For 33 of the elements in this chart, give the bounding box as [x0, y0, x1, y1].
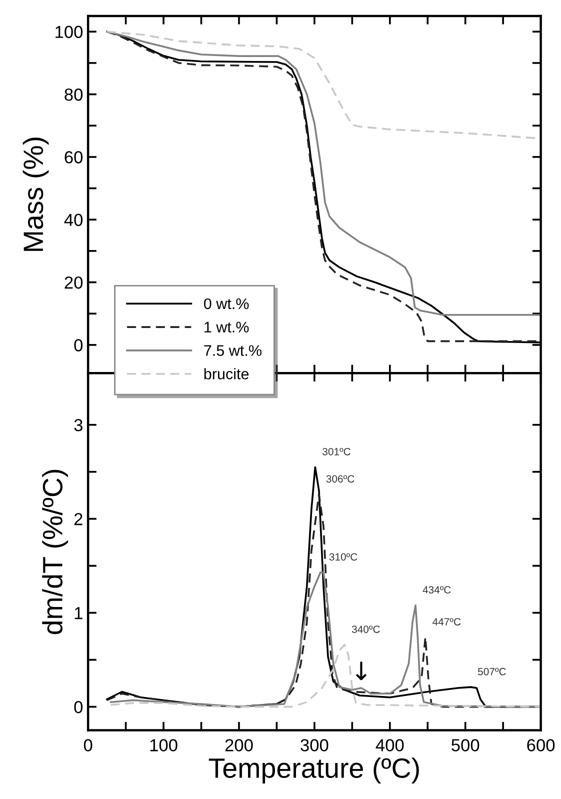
annotation: 507ºC — [478, 668, 506, 676]
x-tick-label: 600 — [527, 739, 555, 752]
x-tick-label: 200 — [225, 739, 253, 752]
legend-label: 0 wt.% — [204, 298, 249, 310]
x-tick-label: 0 — [84, 739, 92, 752]
annotation: 434ºC — [422, 586, 451, 594]
annotation: 306ºC — [326, 475, 354, 483]
line-series — [110, 644, 541, 708]
y-tick-label: 0 — [74, 700, 83, 714]
x-tick-label: 500 — [452, 739, 480, 752]
annotation: ↓ — [356, 662, 367, 680]
y-tick-label: 3 — [74, 418, 82, 432]
y-tick-label: 2 — [74, 512, 82, 526]
x-tick-label: 400 — [376, 739, 404, 752]
x-tick-label: 300 — [300, 739, 328, 752]
legend-label: 1 wt.% — [204, 322, 249, 333]
x-tick-label: 100 — [150, 739, 178, 752]
y-tick-label: 1 — [74, 607, 82, 620]
annotation: 340ºC — [352, 626, 380, 633]
y-tick-label: 40 — [64, 214, 83, 226]
legend-label: 7.5 wt.% — [204, 345, 262, 356]
annotation: 310ºC — [329, 553, 358, 561]
y-tick-label: 0 — [74, 339, 83, 352]
x-axis-title: Temperature (ºC) — [208, 758, 419, 784]
y-tick-label: 20 — [64, 276, 83, 289]
y-tick-label: 100 — [56, 26, 83, 38]
y-axis-title: dm/dT (%/ºC) — [42, 470, 68, 634]
legend-label: brucite — [204, 368, 249, 380]
annotation: 447ºC — [432, 618, 461, 626]
y-tick-label: 80 — [64, 88, 83, 101]
annotation: 301ºC — [322, 448, 350, 456]
y-axis-title: Mass (%) — [22, 138, 49, 251]
y-tick-label: 60 — [64, 151, 83, 164]
